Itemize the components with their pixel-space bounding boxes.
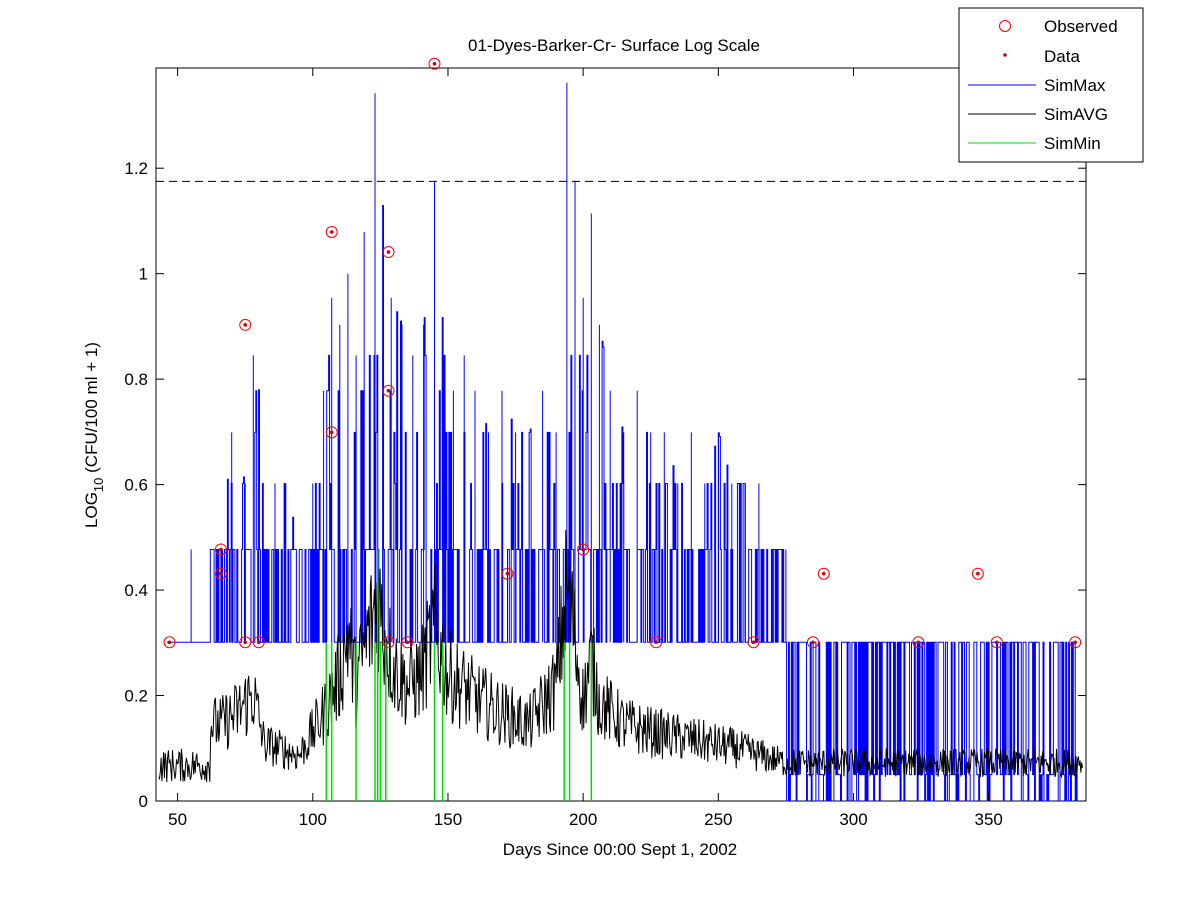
data-point [243, 323, 248, 327]
data-point [219, 571, 223, 576]
y-tick-label: 1.2 [124, 159, 148, 178]
observed-point [747, 636, 760, 649]
y-axis-ticks: 0 0.2 0.4 0.6 0.8 1 1.2 [124, 159, 1086, 811]
simmax-line [166, 82, 1078, 802]
observed-point [325, 226, 338, 239]
y-tick-label: 1 [139, 265, 148, 284]
data-point [219, 547, 223, 552]
y-axis-label-base: LOG [82, 492, 101, 528]
observed-point [214, 567, 227, 580]
y-tick-label: 0.8 [124, 370, 148, 389]
data-point [994, 640, 999, 645]
observed-point [501, 567, 514, 580]
legend-simavg-label: SimAVG [1044, 105, 1108, 124]
simmax-series [166, 82, 1078, 802]
data-point [243, 640, 248, 645]
y-tick-label: 0.4 [124, 581, 148, 600]
observed-point [428, 57, 441, 70]
legend-observed-marker [999, 20, 1011, 32]
x-axis-ticks: 50 100 150 200 250 300 350 [168, 68, 1003, 829]
data-point [976, 571, 980, 576]
x-tick-label: 250 [704, 810, 732, 829]
observed-point [325, 426, 338, 439]
legend-simmin-label: SimMin [1044, 134, 1101, 153]
y-axis-label-subscript: 10 [91, 478, 106, 492]
legend-observed-label: Observed [1044, 17, 1118, 36]
plot-area [155, 67, 1087, 802]
observed-point [990, 636, 1003, 649]
x-axis-label: Days Since 00:00 Sept 1, 2002 [503, 840, 737, 859]
x-tick-label: 50 [168, 810, 187, 829]
y-tick-label: 0.6 [124, 476, 148, 495]
data-point [432, 61, 437, 66]
data-point [405, 640, 410, 645]
data-point [386, 250, 391, 254]
x-tick-label: 150 [434, 810, 462, 829]
observed-point [806, 636, 819, 649]
data-point [916, 640, 921, 645]
data-point [581, 547, 585, 552]
observed-point [401, 636, 414, 649]
data-point [1073, 640, 1077, 645]
observed-point [650, 636, 663, 649]
legend-data-label: Data [1044, 47, 1080, 66]
legend: Observed Data SimMax SimAVG SimMin [958, 7, 1144, 163]
observed-point [912, 636, 925, 649]
x-tick-label: 100 [299, 810, 327, 829]
simavg-line [158, 529, 1083, 783]
observed-point [214, 543, 227, 556]
x-tick-label: 300 [839, 810, 867, 829]
y-axis-label-unit: (CFU/100 ml + 1) [82, 342, 101, 478]
observed-point [971, 567, 984, 580]
data-point [167, 640, 172, 645]
data-point [386, 388, 391, 393]
data-point [751, 640, 756, 645]
data-point [811, 640, 815, 645]
y-tick-label: 0.2 [124, 687, 148, 706]
data-point [386, 640, 391, 645]
x-tick-label: 200 [569, 810, 597, 829]
observed-point [252, 636, 265, 649]
x-tick-label: 350 [974, 810, 1002, 829]
observed-point [239, 636, 252, 649]
y-tick-label: 0 [139, 792, 148, 811]
data-point [256, 640, 261, 645]
observed-point [382, 246, 395, 259]
data-point [505, 571, 510, 576]
observed-points [163, 57, 1082, 649]
data-point [329, 230, 334, 234]
simavg-series [158, 529, 1083, 783]
observed-point [163, 636, 176, 649]
data-point [329, 430, 334, 435]
observed-point [1069, 636, 1082, 649]
observed-point [382, 384, 395, 397]
legend-data-marker [1003, 53, 1007, 57]
data-point [821, 571, 826, 576]
observed-point [817, 567, 830, 580]
chart-title: 01-Dyes-Barker-Cr- Surface Log Scale [468, 36, 760, 55]
legend-simmax-label: SimMax [1044, 76, 1106, 95]
simmin-series [325, 549, 593, 801]
observed-point [382, 636, 395, 649]
data-point [654, 640, 658, 645]
observed-point [577, 543, 590, 556]
y-axis-label: LOG10 (CFU/100 ml + 1) [82, 342, 106, 528]
observed-point [239, 318, 252, 331]
